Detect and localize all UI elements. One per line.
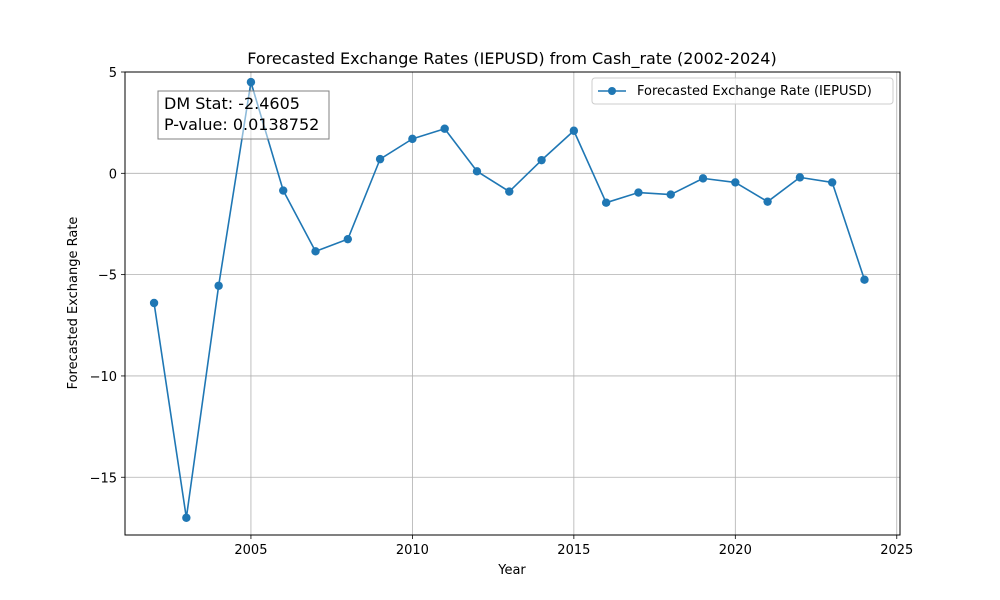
data-point [795, 173, 805, 182]
legend-frame [591, 77, 894, 105]
p-value-text: P-value: 0.0138752 [164, 115, 319, 134]
data-point [311, 247, 320, 256]
legend-marker-swatch [608, 87, 616, 95]
x-tick-label: 2005 [234, 543, 267, 558]
x-axis-title: Year [497, 563, 526, 578]
x-axis: 2005 2010 2015 2020 2025 [234, 535, 913, 558]
y-axis-title: Forecasted Exchange Rate [66, 217, 81, 390]
y-tick-label: −15 [90, 471, 117, 486]
data-point [601, 198, 611, 207]
y-tick-label: 0 [109, 167, 117, 182]
y-axis: −15 −10 −5 0 5 [90, 66, 125, 486]
data-point [149, 298, 159, 308]
data-point [375, 154, 385, 164]
data-point [408, 134, 417, 144]
data-point [698, 174, 708, 183]
legend-label: Forecasted Exchange Rate (IEPUSD) [637, 84, 872, 99]
annotation-box-frame [157, 90, 330, 140]
dm-stat-annotation: DM Stat: -2.4605 P-value: 0.0138752 [157, 90, 330, 140]
data-point [860, 275, 869, 284]
data-point [569, 126, 579, 135]
plot-area-frame [124, 71, 901, 536]
data-series [149, 77, 869, 522]
legend: Forecasted Exchange Rate (IEPUSD) [591, 77, 894, 105]
x-tick-label: 2015 [557, 543, 590, 558]
data-point [472, 167, 482, 176]
y-tick-label: 5 [109, 66, 117, 81]
chart-title: Forecasted Exchange Rates (IEPUSD) from … [247, 49, 776, 69]
data-point [505, 187, 514, 196]
data-point [634, 188, 643, 197]
y-tick-label: −10 [90, 370, 117, 385]
x-tick-label: 2010 [396, 543, 429, 558]
data-point [214, 281, 223, 290]
data-point [440, 124, 449, 133]
data-point [763, 197, 772, 206]
data-point [246, 77, 256, 87]
series-line [153, 81, 866, 519]
x-tick-label: 2025 [880, 543, 913, 558]
data-point [279, 186, 288, 195]
x-tick-label: 2020 [719, 543, 752, 558]
y-tick-label: −5 [98, 269, 117, 284]
dm-stat-text: DM Stat: -2.4605 [164, 94, 300, 113]
data-point [827, 178, 837, 187]
data-point [666, 190, 675, 199]
data-point [537, 155, 546, 165]
data-point [343, 234, 353, 244]
data-point [731, 178, 740, 187]
data-point [182, 513, 191, 522]
